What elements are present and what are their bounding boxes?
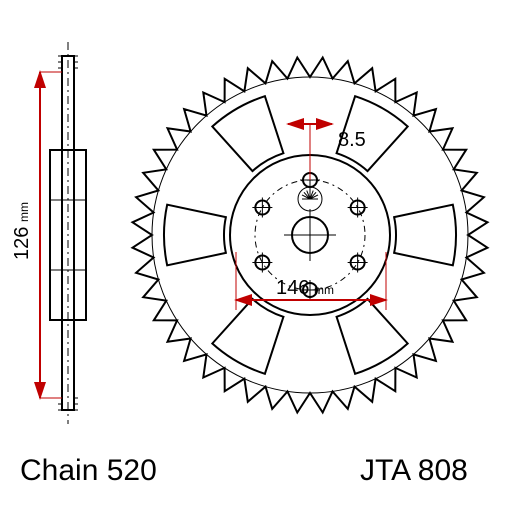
spoke-window [394,205,456,266]
dim-side-label-group: 126 mm [11,202,33,260]
spoke-window [337,299,408,374]
mm-unit: mm [314,283,334,297]
chain-label: Chain 520 [20,454,157,487]
dim-bolt-dia-label: 8.5 [338,129,366,151]
part-label: JTA 808 [360,454,468,487]
dim-bcd-label: 146 [276,277,309,299]
spoke-window [164,205,226,266]
spoke-window [212,96,283,171]
spoke-window [212,299,283,374]
svg-text:126: 126 [11,227,33,260]
svg-text:mm: mm [17,202,31,222]
